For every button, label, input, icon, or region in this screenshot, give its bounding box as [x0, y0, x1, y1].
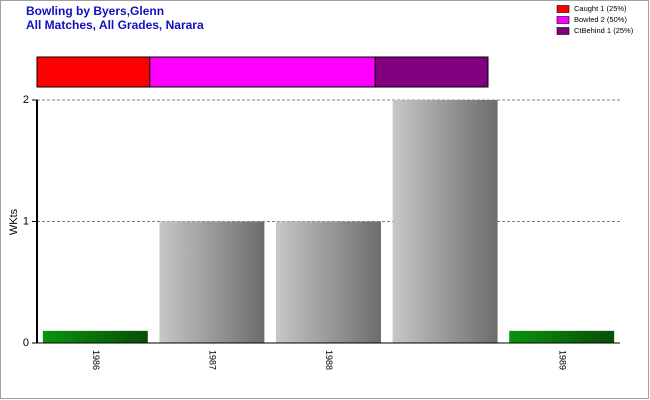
- chart-title: Bowling by Byers,Glenn: [26, 4, 164, 18]
- x-tick-label: 1987: [208, 350, 218, 370]
- legend-label: Caught 1 (25%): [574, 4, 627, 13]
- bar: [42, 330, 148, 343]
- x-tick-label: 1988: [324, 350, 334, 370]
- chart-subtitle: All Matches, All Grades, Narara: [26, 18, 204, 32]
- legend-swatch: [556, 5, 570, 13]
- y-tick-label: 1: [23, 215, 29, 227]
- bar: [509, 330, 615, 343]
- x-tick-label: 1986: [91, 350, 101, 370]
- stack-segment: [149, 56, 376, 88]
- bar: [159, 221, 265, 343]
- legend-swatch: [556, 27, 570, 35]
- y-tick-label: 2: [23, 94, 29, 106]
- stack-segment: [374, 56, 489, 88]
- legend-swatch: [556, 16, 570, 24]
- y-axis-label: WKts: [8, 208, 20, 235]
- x-tick-label: 1989: [557, 350, 567, 370]
- bar: [276, 221, 381, 343]
- bar: [392, 100, 498, 343]
- y-tick-label: 0: [23, 337, 29, 349]
- stack-segment: [36, 56, 151, 88]
- legend-label: CtBehind 1 (25%): [574, 26, 634, 35]
- legend-label: Bowled 2 (50%): [574, 15, 627, 24]
